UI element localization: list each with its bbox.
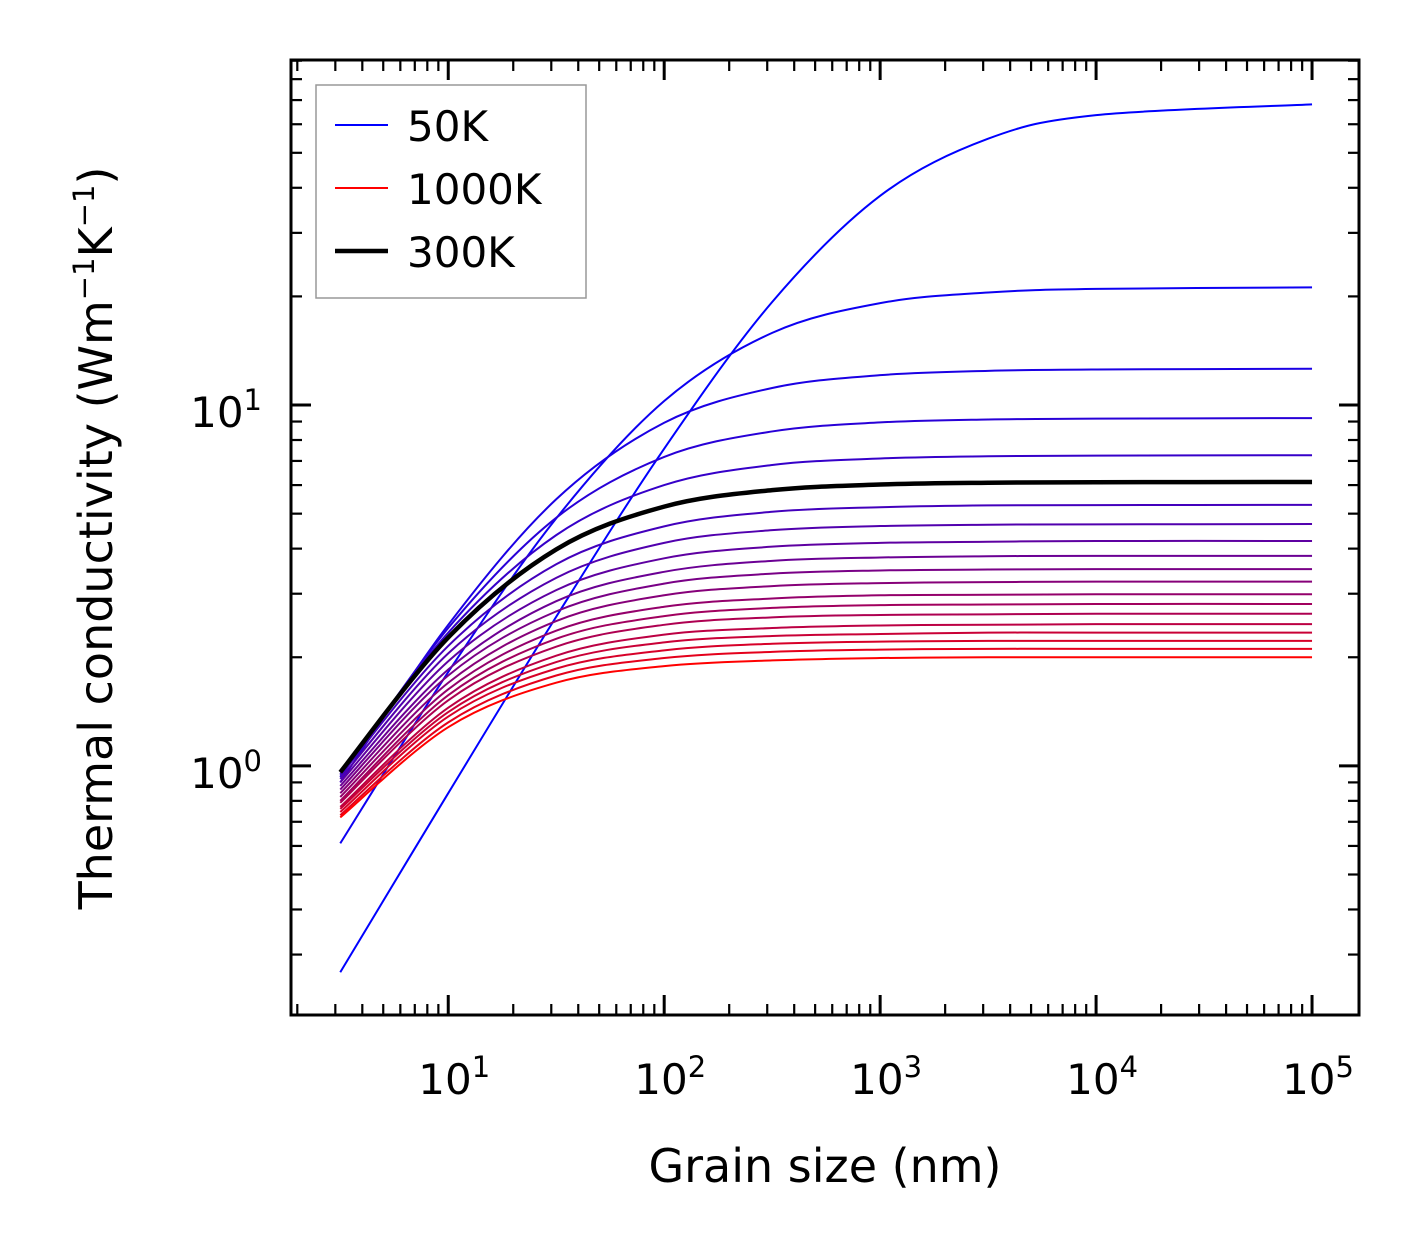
series-line-t15	[339, 612, 1313, 804]
plot-frame	[289, 58, 1361, 1017]
series-line-t19	[339, 647, 1313, 816]
series-line-t14	[339, 602, 1313, 802]
y-tick-label: 100	[190, 744, 262, 798]
legend: 50K 1000K 300K	[315, 84, 587, 299]
series-line-t11	[339, 568, 1313, 791]
series-line-t7	[339, 503, 1313, 777]
series-line-t16	[339, 623, 1313, 808]
series-line-t5	[339, 454, 1313, 775]
x-axis-label: Grain size (nm)	[649, 1139, 1002, 1193]
series-line-t13	[339, 593, 1313, 798]
series-line-t2	[339, 286, 1313, 844]
legend-label-300k: 300K	[407, 228, 516, 277]
x-tick-labels: 101 102 103 104 105	[418, 1050, 1354, 1104]
x-tick-label: 103	[850, 1050, 922, 1104]
series-line-t10	[339, 554, 1313, 787]
y-tick-label: 101	[190, 383, 262, 437]
y-axis-label: Thermal conductivity (Wm−1K−1)	[67, 167, 123, 911]
series-line-t17	[339, 631, 1313, 810]
x-tick-label: 102	[634, 1050, 706, 1104]
x-tick-label: 101	[418, 1050, 490, 1104]
tick-layer	[291, 59, 1359, 1015]
x-tick-label: 104	[1066, 1050, 1138, 1104]
series-line-300k	[338, 479, 1313, 774]
legend-label-1000k: 1000K	[407, 165, 543, 214]
series-line-1000k	[339, 656, 1313, 819]
series-layer	[338, 103, 1313, 973]
series-line-t4	[339, 417, 1313, 778]
series-line-t8	[339, 523, 1313, 780]
series-line-t12	[339, 580, 1313, 794]
series-line-50k	[339, 103, 1313, 973]
series-line-t18	[339, 639, 1313, 813]
series-line-t3	[339, 367, 1313, 783]
series-line-t9	[339, 539, 1313, 784]
legend-frame	[315, 84, 587, 299]
y-tick-labels: 100 101	[190, 383, 262, 798]
legend-label-50k: 50K	[407, 102, 489, 151]
x-tick-label: 105	[1282, 1050, 1354, 1104]
